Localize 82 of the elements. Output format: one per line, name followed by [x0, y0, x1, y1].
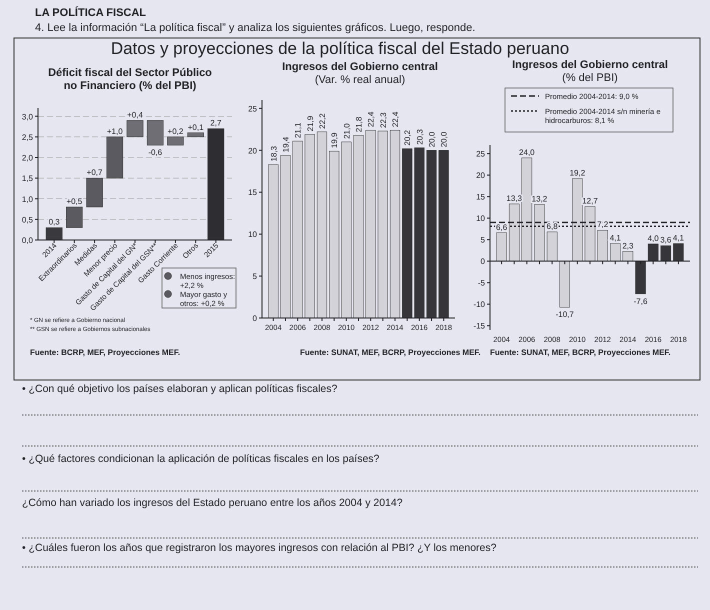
y-tick-label: -5 [478, 278, 486, 288]
y-tick-label: 0,0 [22, 236, 34, 245]
text: Datos y proyecciones de la política fiscal del Estado peruano [110, 39, 570, 58]
data-label: 21,1 [294, 122, 303, 138]
y-tick-label: 1,5 [22, 174, 34, 184]
data-label: 6,6 [496, 222, 508, 232]
y-tick-label: 0 [252, 314, 258, 323]
y-tick-label: -10 [473, 300, 486, 310]
source-note: Fuente: BCRP, MEF, Proyecciones MEF. [30, 348, 180, 357]
y-tick-label: 20 [248, 146, 258, 156]
data-label: 20,0 [440, 131, 449, 148]
y-tick-label: -15 [473, 322, 486, 331]
data-label: 6,8 [546, 222, 558, 231]
y-tick-label: 5 [252, 272, 258, 282]
data-label: 4,1 [610, 234, 622, 243]
chart-title: Ingresos del Gobierno central [282, 61, 438, 73]
data-label: -10,7 [556, 310, 574, 320]
data-label: 20,3 [415, 128, 424, 145]
y-tick-label: 10 [476, 214, 486, 224]
bar [187, 132, 204, 138]
chart-subtitle: (Var. % real anual) [314, 74, 406, 86]
y-tick-label: 1,0 [22, 194, 34, 204]
data-label: -0,6 [148, 148, 163, 158]
data-label: 21,9 [306, 115, 315, 132]
text: 4. Lee la información “La política fiscal” y analiza los siguientes gráficos. Luego, responde. [35, 22, 476, 34]
data-label: 21,8 [354, 116, 364, 132]
y-tick-label: 20 [476, 171, 486, 180]
y-tick-label: 5 [480, 236, 486, 245]
bar [66, 206, 83, 228]
y-tick-label: 0,5 [22, 215, 34, 224]
data-label: 21,0 [342, 122, 352, 139]
text: • ¿Qué factores condicionan la aplicación de políticas fiscales en los países? [22, 453, 380, 465]
data-label: 22,4 [391, 111, 400, 128]
y-tick-label: 25 [476, 150, 486, 159]
text: LA POLÍTICA FISCAL [35, 6, 146, 19]
bar [86, 178, 103, 208]
data-label: +0,2 [168, 126, 184, 136]
chart-title: Ingresos del Gobierno central [512, 59, 668, 71]
chart-subtitle: (% del PBI) [562, 72, 618, 84]
y-tick-label: 10 [248, 230, 258, 240]
bar [126, 120, 144, 138]
data-label: 3,6 [660, 236, 672, 245]
data-label: +1,0 [106, 126, 124, 136]
data-label: 24,0 [519, 148, 536, 157]
data-label: 19,2 [570, 168, 586, 178]
data-label: -7,6 [634, 296, 648, 306]
bar [106, 136, 124, 178]
data-label: 20,0 [428, 131, 437, 148]
data-label: +0,5 [66, 197, 83, 206]
data-label: 20,2 [403, 130, 412, 146]
data-label: +0,1 [188, 122, 204, 132]
data-label: 18,3 [269, 145, 278, 162]
data-label: 0,3 [48, 218, 60, 227]
source-note: Fuente: SUNAT, MEF, BCRP, Proyecciones MEF. [300, 348, 481, 357]
data-label: 22,2 [318, 112, 327, 129]
y-tick-label: 3,0 [22, 112, 34, 122]
data-label: 2,3 [622, 241, 634, 250]
text: ¿Cómo han variado los ingresos del Estado peruano entre los años 2004 y 2014? [22, 497, 403, 509]
y-tick-label: 2,5 [22, 132, 34, 142]
data-label: 13,2 [532, 194, 548, 204]
data-label: +0,4 [127, 110, 144, 120]
y-tick-label: 0 [480, 257, 486, 266]
data-label: 19,4 [281, 136, 290, 152]
data-label: 4,0 [648, 234, 660, 243]
y-tick-label: 25 [248, 104, 258, 114]
data-label: 19,9 [330, 132, 340, 148]
y-tick-label: 15 [248, 188, 258, 198]
text: • ¿Cuáles fueron los años que registraron los mayores ingresos con relación al PBI? ¿Y los menores? [22, 542, 497, 554]
bar [167, 136, 184, 146]
data-label: 2,7 [210, 118, 222, 128]
data-label: 22,4 [366, 111, 376, 128]
text: • ¿Con qué objetivo los países elaboran y aplican políticas fiscales? [22, 383, 338, 395]
data-label: 22,3 [378, 112, 388, 128]
data-label: 13,3 [506, 194, 523, 203]
data-label: +0,7 [86, 168, 104, 178]
chart-title: Déficit fiscal del Sector Público no Financiero (% del PBI) [48, 67, 212, 92]
y-tick-label: 15 [476, 192, 486, 202]
source-note: Fuente: SUNAT, MEF, BCRP, Proyecciones MEF. [490, 348, 671, 357]
data-label: 12,7 [582, 196, 598, 206]
data-label: 4,1 [672, 234, 685, 243]
bar [146, 120, 164, 146]
y-tick-label: 2,0 [22, 154, 34, 162]
